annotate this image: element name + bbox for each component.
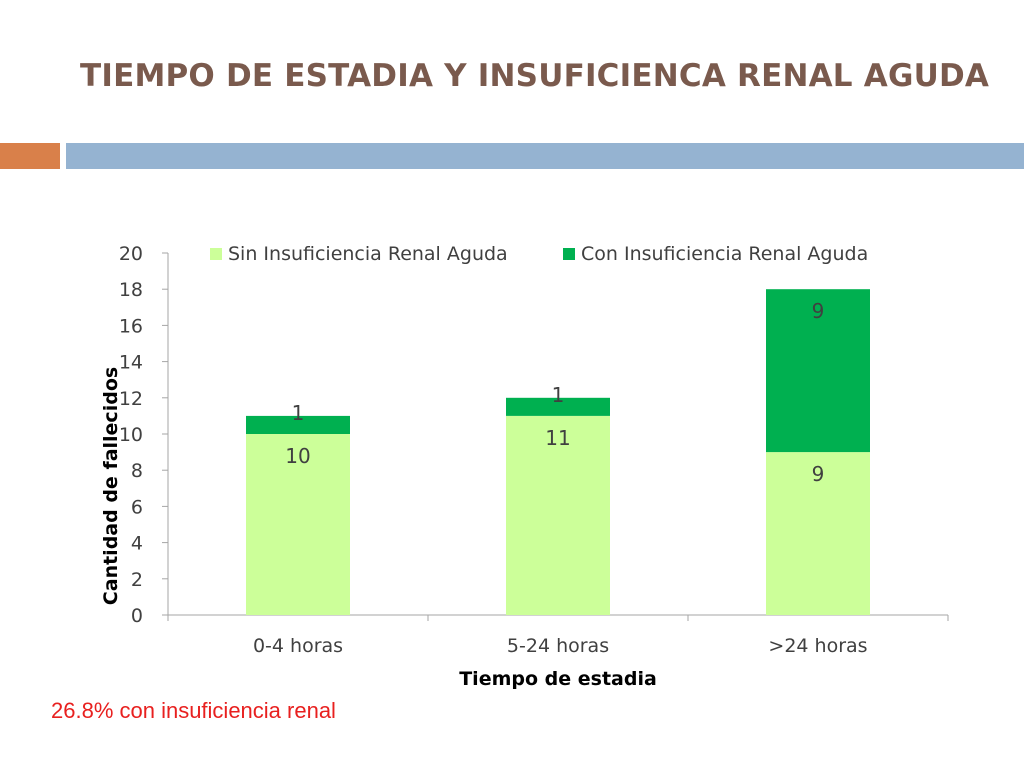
y-tick-label: 12 <box>119 388 143 410</box>
data-label: 11 <box>545 426 570 450</box>
bar-sin-2 <box>766 452 870 615</box>
legend-swatch <box>210 248 222 260</box>
data-label: 10 <box>285 444 310 468</box>
legend-label: Con Insuficiencia Renal Aguda <box>581 243 868 265</box>
y-tick-label: 16 <box>119 315 143 337</box>
y-axis-title: Cantidad de fallecidos <box>100 367 122 605</box>
accent-bar-orange <box>0 143 60 169</box>
slide-title: TIEMPO DE ESTADIA Y INSUFICIENCA RENAL A… <box>80 58 990 94</box>
bar-sin-1 <box>506 415 610 615</box>
y-tick-label: 18 <box>119 279 143 301</box>
bar-con-2 <box>766 289 870 453</box>
y-tick-label: 6 <box>131 496 143 518</box>
y-tick-label: 14 <box>119 352 143 374</box>
y-tick-label: 2 <box>131 569 143 591</box>
y-tick-label: 8 <box>131 460 143 482</box>
data-label: 1 <box>552 383 565 407</box>
y-tick-label: 0 <box>131 605 143 627</box>
data-label: 1 <box>292 401 305 425</box>
data-label: 9 <box>812 462 825 486</box>
x-tick-label: 5-24 horas <box>507 635 609 657</box>
bar-sin-0 <box>246 434 350 615</box>
x-tick-label: 0-4 horas <box>253 635 343 657</box>
legend-swatch <box>563 248 575 260</box>
footnote: 26.8% con insuficiencia renal <box>51 698 336 723</box>
x-axis-title: Tiempo de estadia <box>459 668 657 690</box>
legend-label: Sin Insuficiencia Renal Aguda <box>228 243 508 265</box>
x-tick-label: >24 horas <box>768 635 867 657</box>
accent-bar-blue <box>66 143 1024 169</box>
data-label: 9 <box>812 299 825 323</box>
bar-con-0 <box>246 415 350 434</box>
y-tick-label: 10 <box>119 424 143 446</box>
bar-con-1 <box>506 397 610 416</box>
y-tick-label: 4 <box>131 533 143 555</box>
y-tick-label: 20 <box>119 243 143 265</box>
